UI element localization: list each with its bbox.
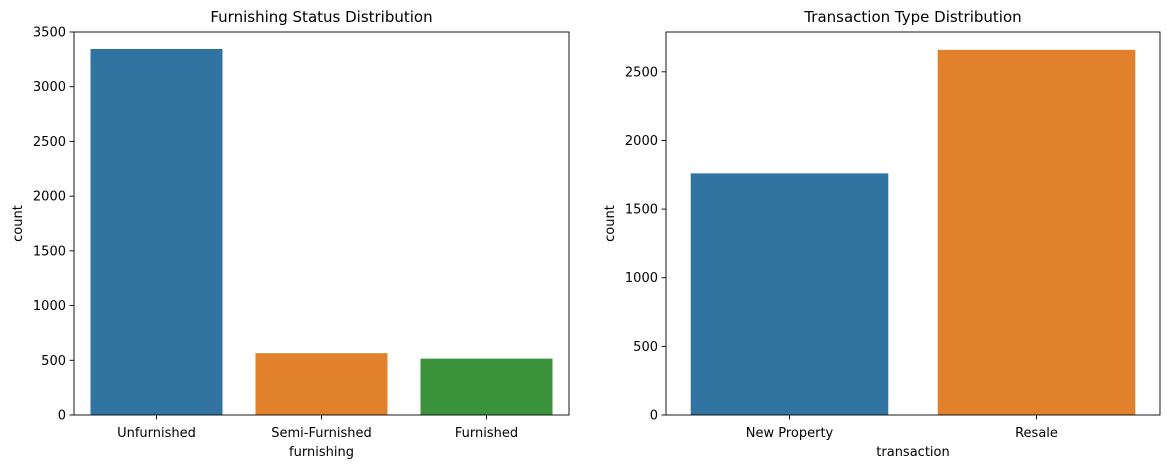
furnishing-ytick-label-2: 1000 (33, 299, 66, 314)
chart-transaction: 0 500 1000 1500 2000 2500 New Property Resale Tr… (603, 8, 1161, 460)
transaction-title: Transaction Type Distribution (803, 8, 1021, 26)
transaction-axes-frame (665, 31, 1161, 416)
furnishing-ytick-label-7: 3500 (33, 26, 66, 41)
furnishing-ytick-label-1: 500 (41, 354, 66, 369)
furnishing-bar-2 (420, 358, 553, 415)
transaction-bar-0 (690, 173, 889, 415)
furnishing-xtick-label-0: Unfurnished (117, 426, 196, 441)
transaction-ytick-label-3: 1500 (625, 203, 658, 218)
transaction-ytick-label-5: 2500 (625, 65, 658, 80)
furnishing-ylabel: count (11, 205, 26, 242)
chart-furnishing: 0 500 1000 1500 2000 2500 3000 3500 Unfurnished S… (11, 8, 570, 460)
furnishing-ytick-label-0: 0 (58, 409, 66, 424)
transaction-ytick-label-4: 2000 (625, 134, 658, 149)
furnishing-bar-0 (90, 48, 223, 416)
furnishing-xtick-label-2: Furnished (455, 426, 518, 441)
transaction-ytick-label-0: 0 (650, 409, 658, 424)
transaction-bar-1 (937, 49, 1136, 415)
furnishing-ytick-label-3: 1500 (33, 244, 66, 259)
furnishing-xlabel: furnishing (289, 445, 354, 460)
transaction-ytick-label-2: 1000 (625, 271, 658, 286)
furnishing-title: Furnishing Status Distribution (210, 8, 432, 26)
transaction-ylabel: count (603, 205, 618, 242)
furnishing-ytick-label-4: 2000 (33, 190, 66, 205)
transaction-ytick-label-1: 500 (633, 340, 658, 355)
transaction-xlabel: transaction (876, 445, 949, 460)
furnishing-xtick-label-1: Semi-Furnished (271, 426, 371, 441)
furnishing-bar-1 (255, 353, 388, 415)
transaction-xtick-label-0: New Property (746, 426, 834, 441)
furnishing-ytick-label-5: 2500 (33, 135, 66, 150)
transaction-xtick-label-1: Resale (1015, 426, 1058, 441)
furnishing-ytick-label-6: 3000 (33, 80, 66, 95)
